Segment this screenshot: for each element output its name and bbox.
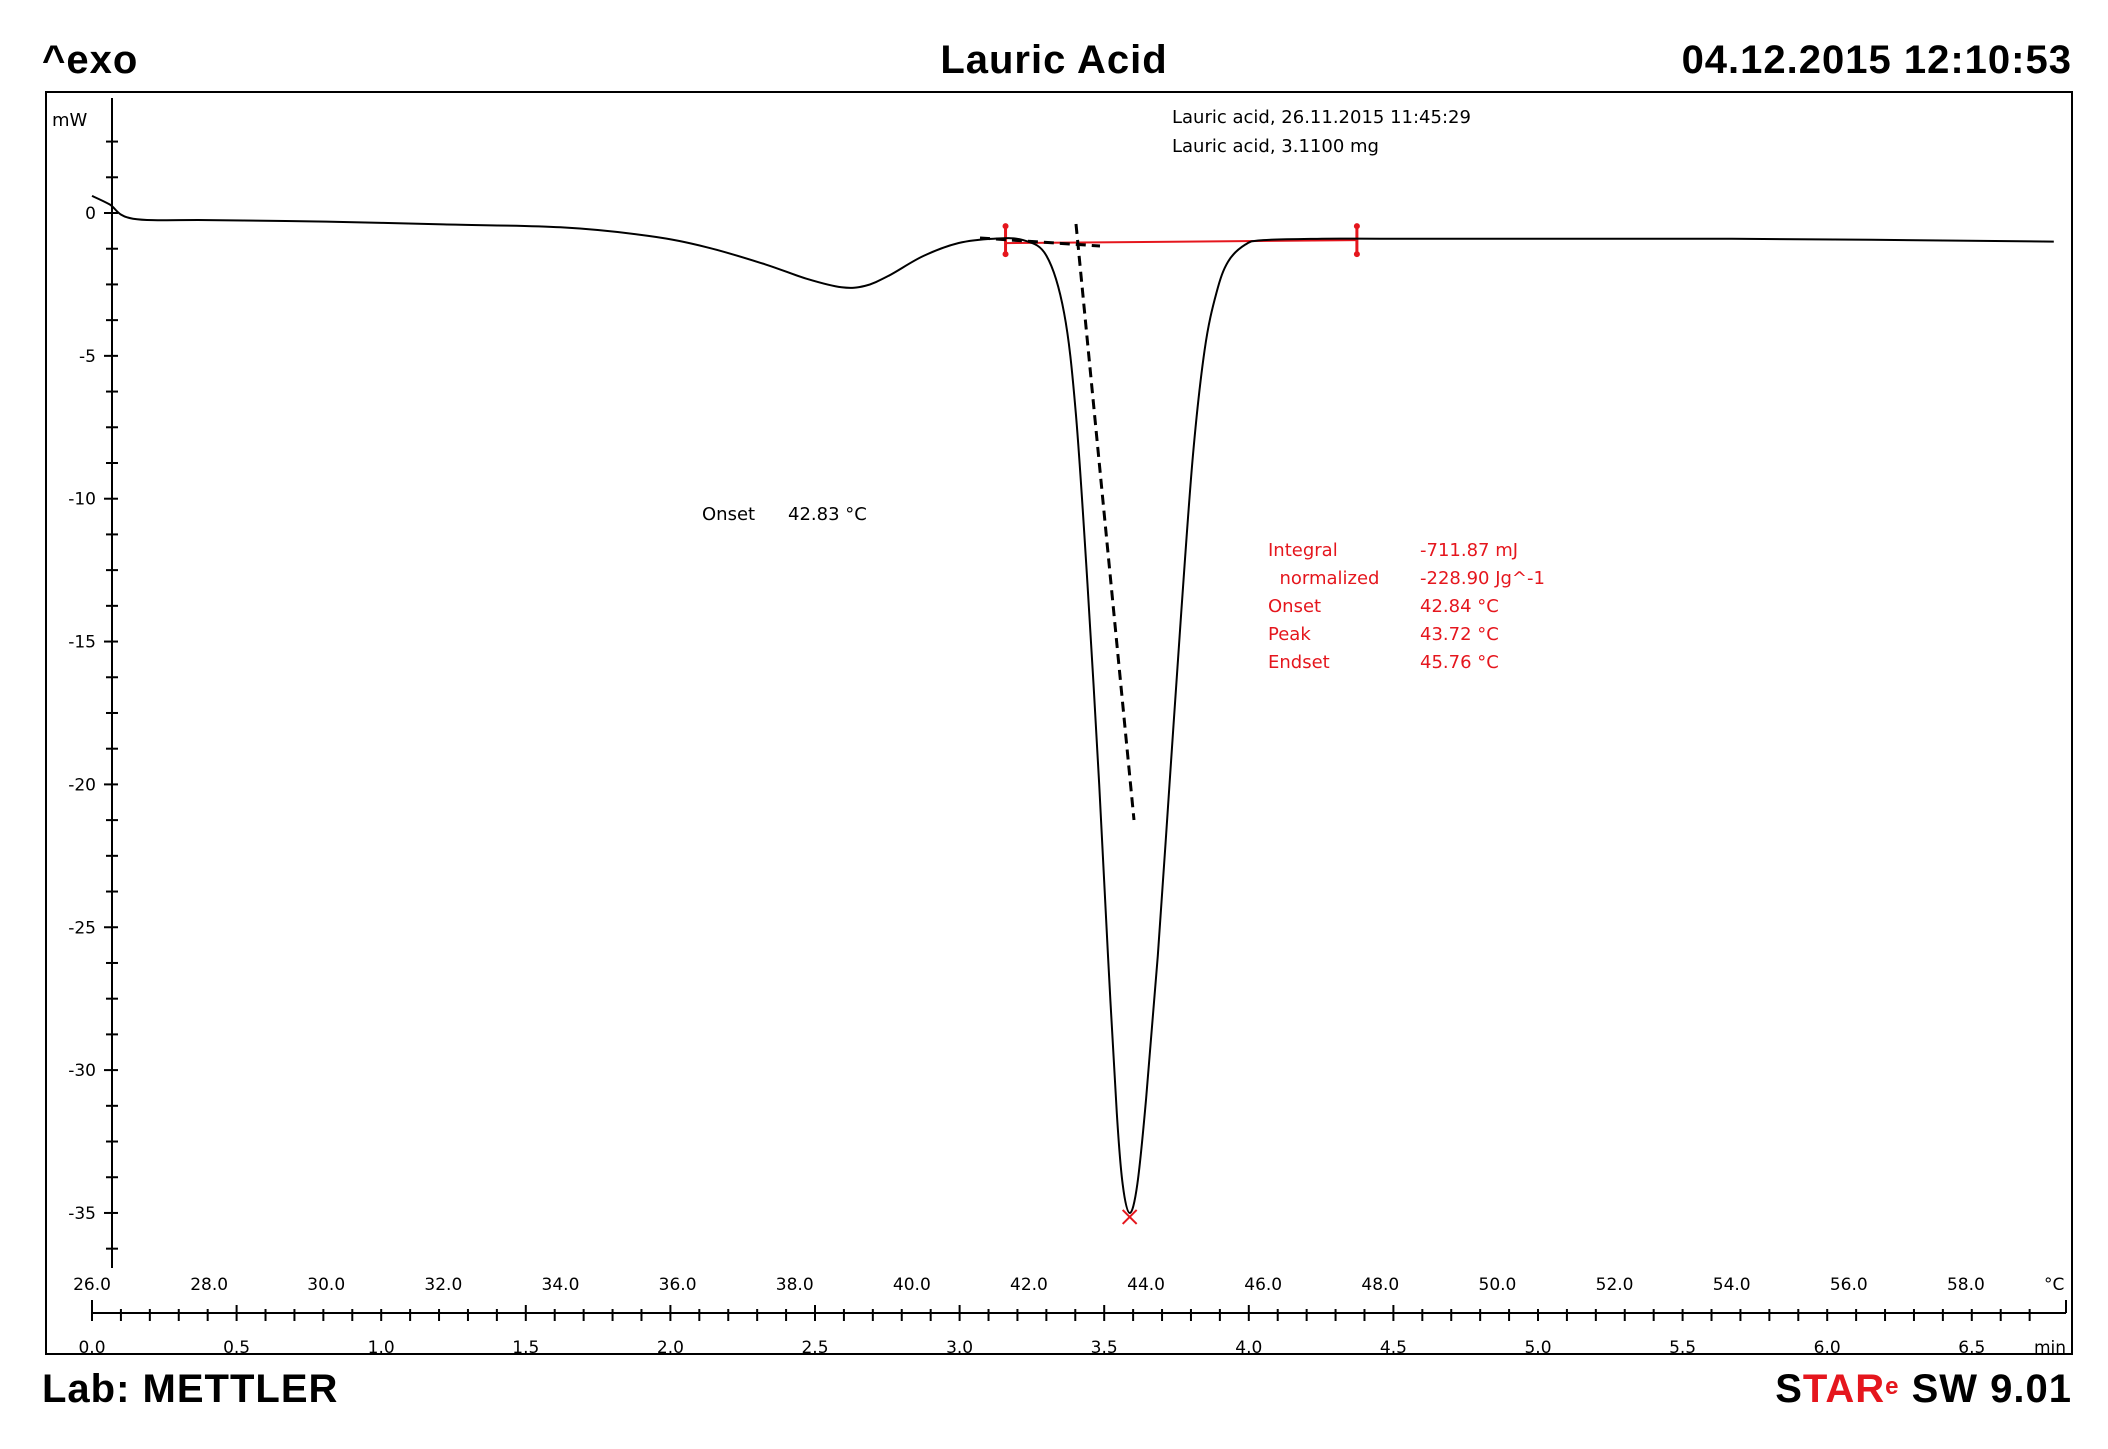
exo-direction-label: ^exo [42, 38, 139, 82]
temperature-tick-label: 26.0 [73, 1275, 111, 1295]
limit-marker-dot [1353, 251, 1360, 258]
result-label-onset: Onset [1268, 596, 1321, 617]
software-prefix: S [1775, 1367, 1803, 1411]
temperature-tick-label: 44.0 [1127, 1275, 1165, 1295]
temperature-tick-label: 38.0 [776, 1275, 814, 1295]
print-timestamp: 04.12.2015 12:10:53 [1681, 38, 2072, 82]
peak-cross-line [1121, 1209, 1138, 1225]
dsc-curve [91, 194, 2054, 1215]
time-axis: 0.0 0.5 1.0 1.5 2.0 2.5 3.0 3.5 4.0 4.5 5.0 5.5 6.0 6… [78, 1305, 2031, 1358]
temperature-tick-label: 36.0 [659, 1275, 697, 1295]
time-tick-label: 2.0 [657, 1338, 684, 1358]
temperature-tick-label: 40.0 [893, 1275, 931, 1295]
temperature-tick-label: 32.0 [424, 1275, 462, 1295]
time-tick-label: 6.0 [1814, 1338, 1841, 1358]
y-axis-unit: mW [52, 110, 88, 131]
temperature-tick-label: 56.0 [1830, 1275, 1868, 1295]
temperature-tick-label: 50.0 [1479, 1275, 1517, 1295]
result-value-onset: 42.84 °C [1420, 596, 1499, 617]
temperature-tick-label: 52.0 [1596, 1275, 1634, 1295]
time-tick-label: 4.5 [1380, 1338, 1407, 1358]
y-tick-label: -20 [68, 775, 96, 795]
temperature-tick-label: 46.0 [1244, 1275, 1282, 1295]
y-axis: 0 -5 -10 -15 -20 -25 -30 -35 [68, 140, 118, 1250]
y-tick-label: -10 [68, 490, 96, 510]
software-suffix: SW 9.01 [1899, 1367, 2072, 1411]
result-label-endset: Endset [1268, 652, 1330, 673]
y-tick-label: -35 [68, 1204, 96, 1224]
time-tick-label: 3.0 [946, 1338, 973, 1358]
y-tick-label: 0 [85, 204, 96, 224]
time-tick-label: 1.0 [368, 1338, 395, 1358]
inflection-tangent [1074, 223, 1136, 821]
time-tick-label: 3.5 [1091, 1338, 1118, 1358]
y-tick-label: -5 [79, 347, 96, 367]
y-tick-label: -30 [68, 1061, 96, 1081]
chart-title: Lauric Acid [940, 38, 1168, 82]
onset-tangent-construction [979, 223, 1136, 821]
result-value-normalized: -228.90 Jg^-1 [1420, 568, 1545, 589]
time-tick-label: 1.5 [512, 1338, 539, 1358]
result-label-peak: Peak [1268, 624, 1311, 645]
limit-marker-dot [1002, 223, 1009, 230]
peak-marker [1121, 1209, 1138, 1225]
time-tick-label: 0.5 [223, 1338, 250, 1358]
time-tick-label: 6.5 [1958, 1338, 1985, 1358]
software-version: STARe SW 9.01 [1775, 1365, 2072, 1413]
evaluation-results: Integral -711.87 mJ normalized -228.90 J… [1268, 540, 1545, 673]
result-value-peak: 43.72 °C [1420, 624, 1499, 645]
limit-marker-dot [1353, 223, 1360, 230]
time-tick-label: 5.5 [1669, 1338, 1696, 1358]
temperature-tick-label: 54.0 [1713, 1275, 1751, 1295]
time-tick-label: 5.0 [1524, 1338, 1551, 1358]
onset-annotation-label: Onset [702, 504, 755, 525]
integration-limit-markers [1002, 223, 1360, 258]
temperature-tick-label: 28.0 [190, 1275, 228, 1295]
result-label-normalized: normalized [1268, 568, 1379, 589]
integration-baseline [1005, 239, 1357, 245]
temperature-axis: 26.0 28.0 30.0 32.0 34.0 36.0 38.0 40.0 42.0 44.0… [73, 1275, 2067, 1313]
software-red: TAR [1802, 1367, 1886, 1411]
temperature-tick-label: 30.0 [307, 1275, 345, 1295]
time-tick-label: 0.0 [78, 1338, 105, 1358]
temperature-tick-label: 34.0 [542, 1275, 580, 1295]
software-sup: e [1885, 1373, 1900, 1400]
sample-info-line1: Lauric acid, 26.11.2015 11:45:29 [1172, 107, 1471, 128]
plot-frame [45, 91, 2073, 1355]
time-tick-label: 2.5 [801, 1338, 828, 1358]
lab-label: Lab: METTLER [42, 1367, 339, 1411]
temperature-tick-label: 48.0 [1361, 1275, 1399, 1295]
temperature-axis-unit: °C [2044, 1275, 2064, 1295]
temperature-tick-label: 42.0 [1010, 1275, 1048, 1295]
time-tick-label: 4.0 [1235, 1338, 1262, 1358]
y-tick-label: -15 [68, 633, 96, 653]
sample-info-line2: Lauric acid, 3.1100 mg [1172, 136, 1379, 157]
result-value-integral: -711.87 mJ [1420, 540, 1518, 561]
temperature-tick-label: 58.0 [1947, 1275, 1985, 1295]
time-axis-unit: min [2034, 1338, 2066, 1358]
limit-marker-dot [1002, 251, 1009, 258]
y-tick-label: -25 [68, 918, 96, 938]
result-value-endset: 45.76 °C [1420, 652, 1499, 673]
onset-annotation-value: 42.83 °C [788, 504, 867, 525]
result-label-integral: Integral [1268, 540, 1338, 561]
